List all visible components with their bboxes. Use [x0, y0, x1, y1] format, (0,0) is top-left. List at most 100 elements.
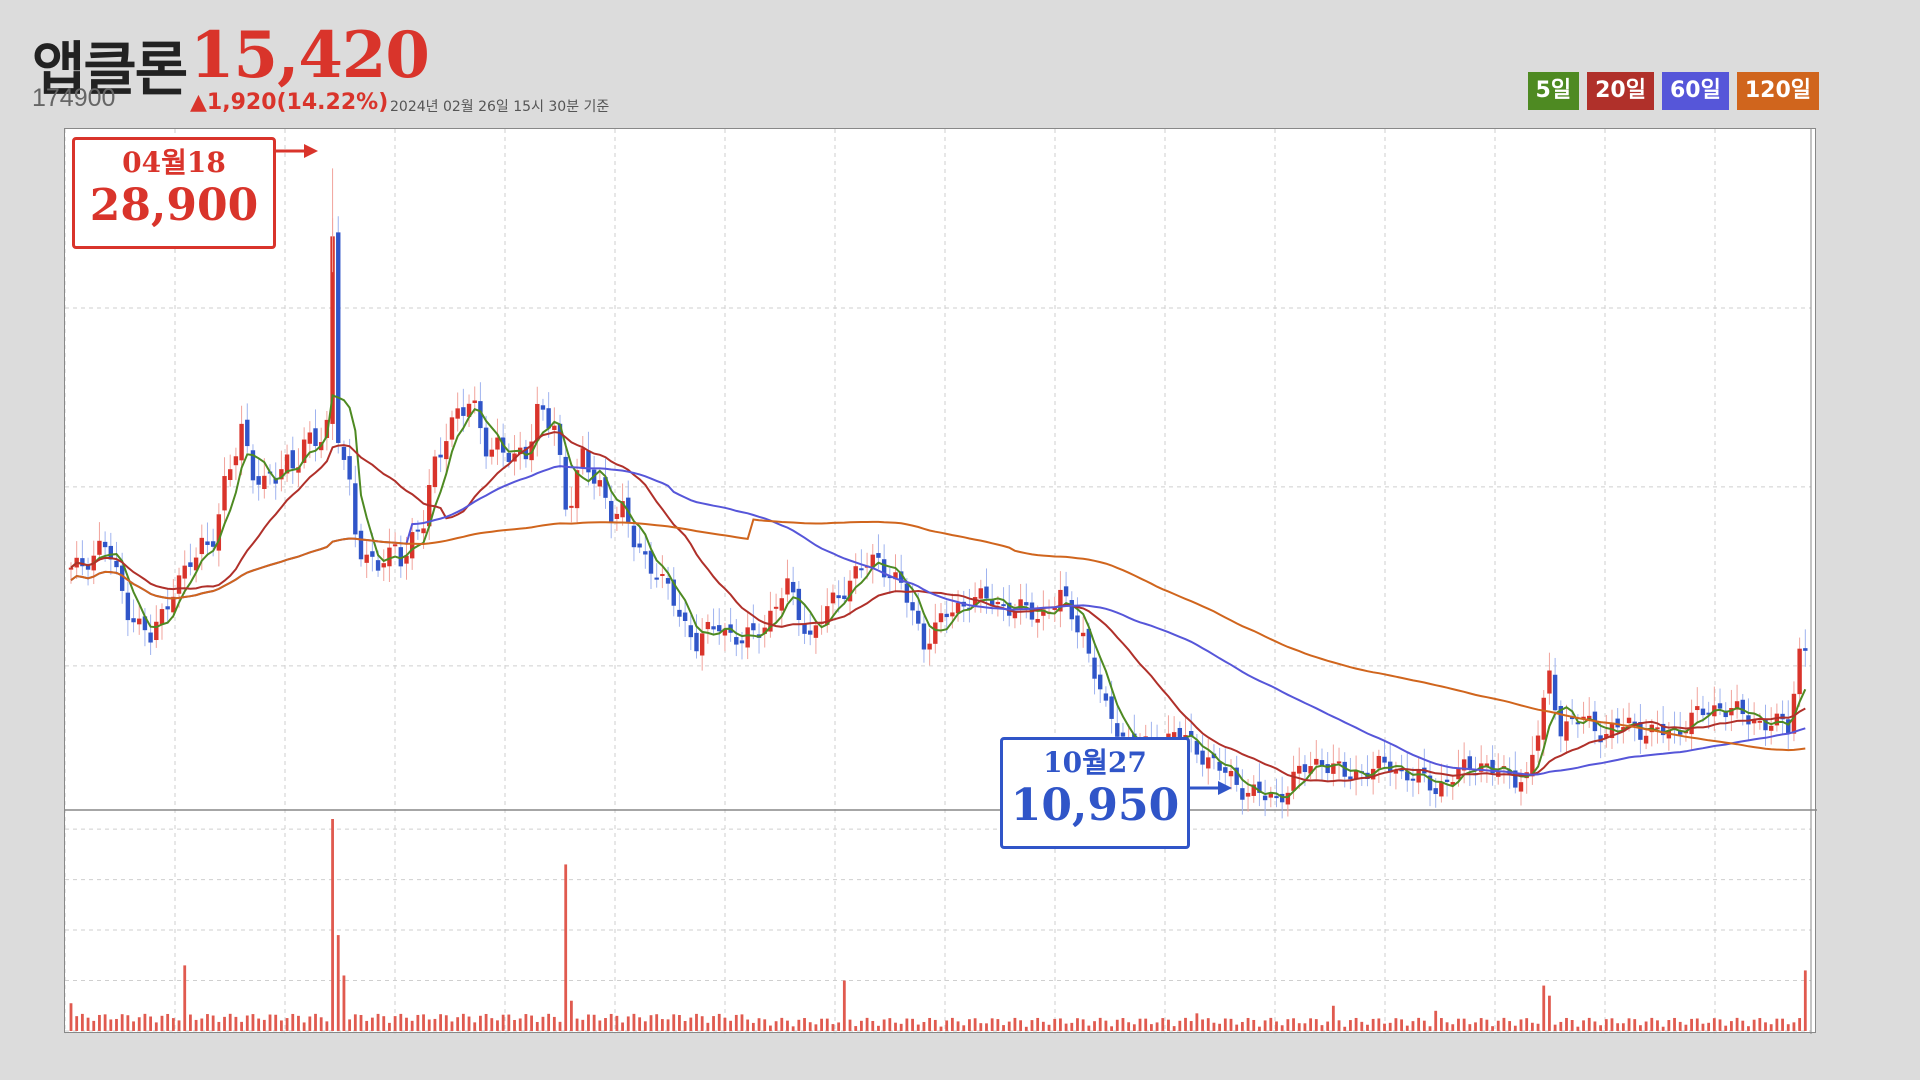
candle-body [830, 592, 836, 604]
volume-bar [916, 1024, 920, 1031]
volume-bar [1781, 1018, 1784, 1031]
volume-bar [1246, 1017, 1250, 1031]
volume-bar [211, 1015, 215, 1031]
volume-bar [683, 1020, 687, 1031]
volume-bar [302, 1022, 306, 1031]
candle-body [1467, 756, 1473, 770]
candle-body [102, 541, 108, 548]
candle-body [711, 626, 716, 630]
volume-bar [1371, 1018, 1375, 1031]
volume-bar [120, 1014, 124, 1031]
volume-bar [939, 1026, 943, 1031]
candle-body [535, 403, 540, 441]
legend-ma60[interactable]: 60일 [1661, 72, 1729, 110]
volume-bar [189, 1014, 192, 1031]
candle-body [1348, 776, 1353, 780]
volume-bar [274, 1014, 278, 1031]
volume-bar [1690, 1018, 1693, 1031]
volume-bar [194, 1019, 198, 1031]
volume-bar [1041, 1021, 1045, 1031]
candle-body [745, 627, 750, 648]
volume-bar [808, 1022, 812, 1031]
volume-bar [416, 1014, 420, 1031]
volume-bar [1331, 1005, 1335, 1031]
volume-bar [388, 1022, 391, 1031]
volume-bar [1235, 1024, 1239, 1031]
volume-bar [530, 1015, 533, 1031]
candle-body [171, 596, 176, 613]
volume-bar [1218, 1023, 1222, 1031]
candle-body [1211, 753, 1217, 759]
volume-bar [75, 1016, 79, 1031]
volume-bar [1400, 1019, 1403, 1031]
stock-chart[interactable]: 15,00020,00025,0000100만200만300만400만03월27… [65, 129, 1817, 1034]
candle-body [1530, 754, 1535, 777]
volume-bar [1206, 1018, 1210, 1031]
candle-body [85, 565, 91, 570]
candle-body [404, 555, 409, 564]
volume-bar [1536, 1023, 1540, 1031]
candle-body [853, 566, 858, 579]
volume-bar [1434, 1010, 1438, 1031]
candle-body [950, 612, 955, 617]
volume-bar [564, 864, 568, 1031]
volume-bar [496, 1020, 499, 1031]
volume-bar [1110, 1026, 1113, 1031]
candle-body [682, 612, 688, 621]
volume-bar [632, 1013, 636, 1031]
candle-body [608, 500, 614, 523]
candle-body [1757, 720, 1763, 723]
volume-bar [206, 1014, 209, 1031]
volume-bar [581, 1019, 585, 1031]
volume-bar [837, 1022, 841, 1031]
volume-bar [609, 1013, 613, 1031]
candle-body [1598, 735, 1603, 743]
candle-body [1086, 628, 1092, 654]
volume-bar [507, 1014, 511, 1031]
volume-bar [842, 980, 846, 1031]
candle-body [1552, 674, 1558, 711]
candle-body [1575, 722, 1581, 725]
volume-bar [1599, 1025, 1603, 1031]
legend-ma120[interactable]: 120일 [1736, 72, 1819, 110]
candle-body [1405, 771, 1410, 781]
volume-bar [439, 1014, 443, 1031]
volume-bar [1519, 1019, 1523, 1031]
volume-bar [1070, 1022, 1074, 1031]
volume-bar [757, 1018, 761, 1031]
candle-body [1331, 763, 1336, 774]
candle-body [989, 600, 995, 607]
volume-bar [1525, 1018, 1529, 1031]
volume-bar [1678, 1021, 1682, 1031]
volume-bar [1570, 1020, 1574, 1031]
volume-bar [1661, 1026, 1665, 1031]
stock-header: 앱클론 15,420 174900 ▲1,920(14.22%) 2024년 0… [0, 0, 1920, 128]
volume-bar [592, 1014, 596, 1031]
candle-body [648, 550, 654, 574]
candle-body [1416, 769, 1421, 783]
candle-body [188, 562, 193, 567]
candle-body [375, 560, 381, 571]
volume-bar [1752, 1019, 1756, 1031]
volume-bar [1002, 1025, 1005, 1031]
volume-bar [319, 1017, 323, 1031]
candle-body [68, 567, 74, 570]
legend-ma20[interactable]: 20일 [1587, 72, 1654, 110]
volume-bar [615, 1015, 619, 1031]
volume-bar [905, 1018, 909, 1031]
volume-bar [547, 1013, 551, 1031]
low-callout-value: 10,950 [1010, 780, 1180, 831]
candle-body [142, 616, 148, 631]
candle-body [176, 575, 182, 594]
legend-ma5[interactable]: 5일 [1527, 72, 1580, 110]
volume-bar [1024, 1026, 1028, 1031]
candle-body [1194, 740, 1200, 755]
candle-body [910, 602, 915, 611]
candle-body [262, 475, 267, 489]
volume-bar [945, 1020, 949, 1031]
volume-bar [854, 1026, 858, 1031]
candle-body [1206, 757, 1211, 769]
candle-body [580, 448, 585, 468]
volume-bar [348, 1019, 352, 1031]
volume-bar [1445, 1022, 1449, 1031]
